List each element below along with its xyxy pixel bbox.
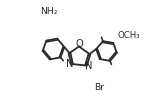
Text: Br: Br	[94, 82, 104, 92]
Text: N: N	[66, 59, 73, 69]
Text: OCH₃: OCH₃	[118, 32, 140, 40]
Text: NH₂: NH₂	[40, 8, 58, 16]
Text: O: O	[75, 40, 83, 50]
Text: N: N	[85, 61, 92, 71]
